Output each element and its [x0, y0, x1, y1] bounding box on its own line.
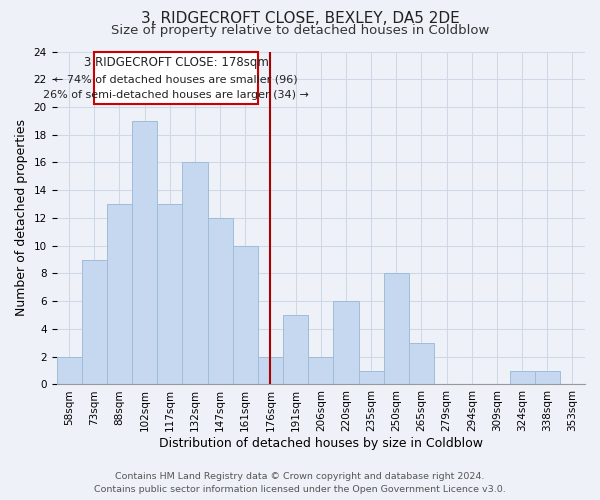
- Bar: [233, 246, 258, 384]
- Bar: [359, 370, 383, 384]
- Bar: [132, 121, 157, 384]
- Text: Contains HM Land Registry data © Crown copyright and database right 2024.
Contai: Contains HM Land Registry data © Crown c…: [94, 472, 506, 494]
- Text: 26% of semi-detached houses are larger (34) →: 26% of semi-detached houses are larger (…: [43, 90, 309, 100]
- FancyBboxPatch shape: [94, 52, 258, 104]
- Y-axis label: Number of detached properties: Number of detached properties: [15, 120, 28, 316]
- Bar: [283, 315, 308, 384]
- X-axis label: Distribution of detached houses by size in Coldblow: Distribution of detached houses by size …: [159, 437, 483, 450]
- Text: ← 74% of detached houses are smaller (96): ← 74% of detached houses are smaller (96…: [54, 74, 298, 84]
- Bar: [107, 204, 132, 384]
- Bar: [157, 204, 182, 384]
- Bar: [56, 356, 82, 384]
- Text: 3 RIDGECROFT CLOSE: 178sqm: 3 RIDGECROFT CLOSE: 178sqm: [83, 56, 269, 69]
- Bar: [535, 370, 560, 384]
- Bar: [308, 356, 334, 384]
- Bar: [258, 356, 283, 384]
- Bar: [208, 218, 233, 384]
- Bar: [334, 301, 359, 384]
- Bar: [383, 274, 409, 384]
- Text: Size of property relative to detached houses in Coldblow: Size of property relative to detached ho…: [111, 24, 489, 37]
- Bar: [509, 370, 535, 384]
- Bar: [82, 260, 107, 384]
- Bar: [182, 162, 208, 384]
- Text: 3, RIDGECROFT CLOSE, BEXLEY, DA5 2DE: 3, RIDGECROFT CLOSE, BEXLEY, DA5 2DE: [140, 11, 460, 26]
- Bar: [409, 343, 434, 384]
